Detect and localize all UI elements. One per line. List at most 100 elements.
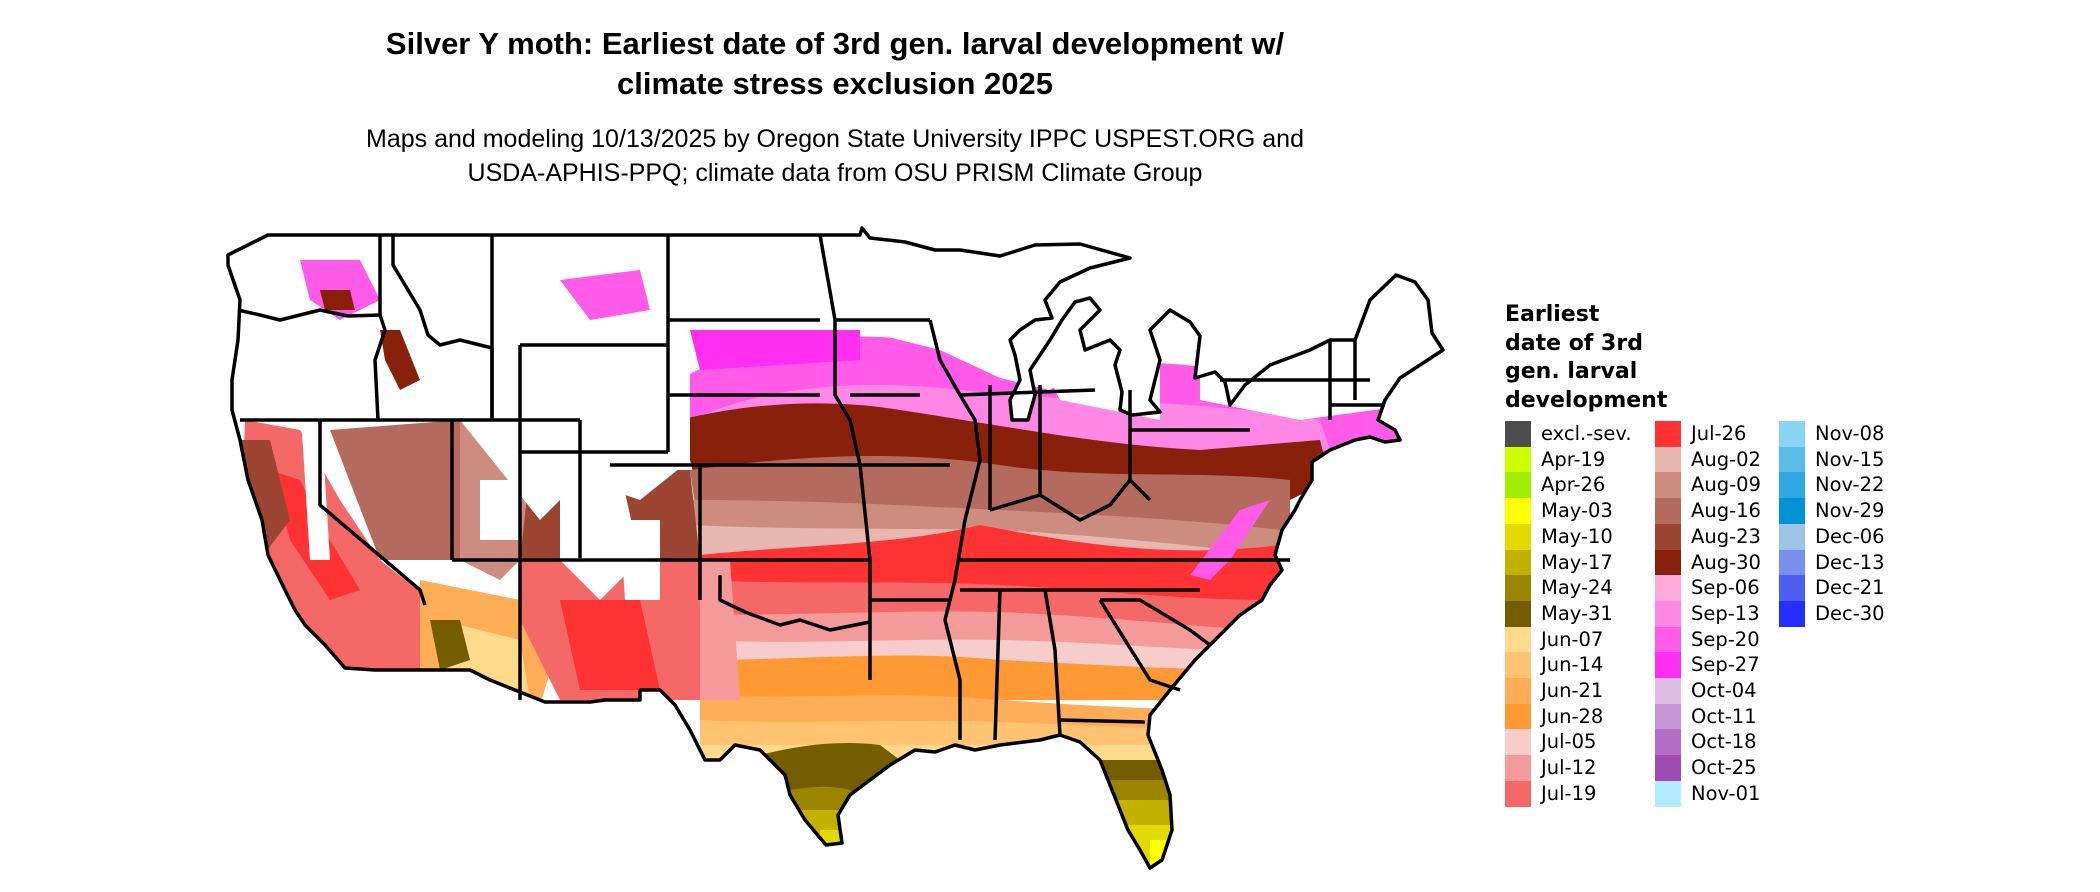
- id-snake-river: [380, 330, 420, 390]
- border-nc-sc: [1100, 598, 1212, 647]
- legend-swatch: [1505, 652, 1531, 679]
- legend-swatch: [1505, 575, 1531, 602]
- border-mississippi-east: [928, 319, 982, 740]
- legend-label: Sep-27: [1691, 653, 1760, 677]
- legend-label: Dec-30: [1815, 601, 1885, 625]
- border-mississippi-west: [818, 234, 872, 680]
- legend-label: Oct-11: [1691, 704, 1757, 728]
- phenology-raster: [228, 228, 1443, 868]
- legend-swatch: [1779, 446, 1805, 473]
- legend-swatch: [1779, 421, 1805, 448]
- tx-west: [700, 560, 740, 700]
- legend-label: Jun-07: [1541, 627, 1604, 651]
- legend-swatch: [1505, 678, 1531, 705]
- legend-label: Jun-28: [1541, 704, 1604, 728]
- mt-pink: [560, 270, 650, 320]
- az-hot-spot: [430, 620, 470, 670]
- ut-unsuitable: [480, 480, 520, 540]
- border-ca-nv: [318, 420, 427, 606]
- legend-label: Oct-18: [1691, 730, 1757, 754]
- legend-swatch: [1505, 600, 1531, 628]
- legend-swatch: [1505, 755, 1531, 782]
- wa-dark: [320, 290, 355, 310]
- state-borders: [226, 226, 1445, 870]
- legend-swatch: [1655, 549, 1681, 576]
- legend-label: Jun-21: [1541, 679, 1604, 702]
- rockies-unsuitable: [268, 235, 690, 520]
- legend-label: Dec-13: [1815, 550, 1885, 574]
- legend-swatch: [1655, 652, 1681, 679]
- legend-swatch: [1505, 498, 1531, 525]
- legend-swatch: [1779, 549, 1805, 576]
- legend-label: Dec-06: [1815, 524, 1885, 548]
- border-oh-pa: [1128, 390, 1152, 502]
- legend-label: Jul-05: [1541, 730, 1597, 754]
- legend-swatch: [1779, 575, 1805, 602]
- legend-swatch: [1655, 780, 1681, 807]
- border-or-id: [373, 314, 387, 421]
- border-wa-or: [237, 308, 381, 322]
- legend-label: Sep-06: [1691, 576, 1760, 600]
- border-wi-il: [959, 388, 1096, 397]
- legend-label: Nov-01: [1691, 781, 1761, 805]
- legend-label: Sep-13: [1691, 601, 1760, 625]
- legend-title-line: gen. larval: [1505, 359, 1638, 384]
- legend-label: Aug-09: [1691, 473, 1761, 497]
- band-may-03-fl: [1150, 840, 1200, 868]
- legend-swatch: [1505, 626, 1531, 653]
- legend-label: Apr-19: [1541, 447, 1606, 471]
- legend-label: Apr-26: [1541, 473, 1606, 497]
- legend-label: Nov-08: [1815, 422, 1885, 445]
- legend-swatch: [1505, 472, 1531, 499]
- legend-label: Aug-02: [1691, 447, 1761, 471]
- legend-swatch: [1655, 626, 1681, 653]
- border-ohio-river: [989, 478, 1132, 522]
- legend-label: May-03: [1541, 499, 1613, 523]
- nm-rio-grande: [560, 600, 660, 690]
- legend-title: Earliest date of 3rd gen. larval develop…: [1505, 301, 1667, 415]
- legend-swatch: [1505, 703, 1531, 730]
- legend-title-line: Earliest: [1505, 302, 1600, 327]
- map-title-line-2: climate stress exclusion 2025: [617, 66, 1053, 101]
- legend-swatch: [1655, 600, 1681, 628]
- map-subtitle-line-1: Maps and modeling 10/13/2025 by Oregon S…: [366, 125, 1304, 153]
- legend-swatch: [1655, 729, 1681, 756]
- legend-label: Oct-25: [1691, 756, 1757, 780]
- legend-swatch: [1505, 421, 1531, 448]
- legend-swatch: [1655, 575, 1681, 602]
- legend-label: Nov-15: [1815, 447, 1885, 471]
- legend-swatch: [1655, 523, 1681, 550]
- legend-title-line: date of 3rd: [1505, 330, 1643, 356]
- legend-label: Sep-20: [1691, 627, 1760, 651]
- border-id-mt: [391, 235, 494, 420]
- legend-swatch: [1779, 498, 1805, 525]
- border-al-ga: [1043, 589, 1062, 736]
- legend-swatch: [1655, 703, 1681, 730]
- legend-label: Aug-23: [1691, 524, 1761, 548]
- legend-swatch: [1655, 678, 1681, 705]
- legend-label: May-24: [1541, 576, 1613, 600]
- sierra-unsuitable: [300, 400, 330, 560]
- legend-label: Oct-04: [1691, 679, 1757, 702]
- legend-title-line: development: [1505, 387, 1668, 413]
- nv-brown: [330, 420, 500, 560]
- legend-swatch: [1505, 729, 1531, 756]
- legend-label: May-10: [1541, 524, 1613, 548]
- legend-label: May-17: [1541, 550, 1613, 574]
- legend-label: Nov-29: [1815, 499, 1885, 523]
- legend-swatch: [1779, 600, 1805, 628]
- border-ok-tx: [718, 575, 871, 632]
- legend-swatch: [1655, 446, 1681, 473]
- legend-label: Aug-16: [1691, 499, 1761, 523]
- legend-swatch: [1655, 421, 1681, 448]
- legend-label: Jul-26: [1691, 422, 1747, 445]
- legend-label: Dec-21: [1815, 576, 1885, 600]
- legend-label: Aug-30: [1691, 550, 1761, 574]
- legend-label: Jul-12: [1541, 756, 1597, 780]
- border-ms-al: [993, 589, 1002, 741]
- legend-label: Jun-14: [1541, 653, 1604, 677]
- legend-swatch: [1505, 780, 1531, 807]
- legend-label: May-31: [1541, 601, 1613, 625]
- legend-swatch: [1779, 523, 1805, 550]
